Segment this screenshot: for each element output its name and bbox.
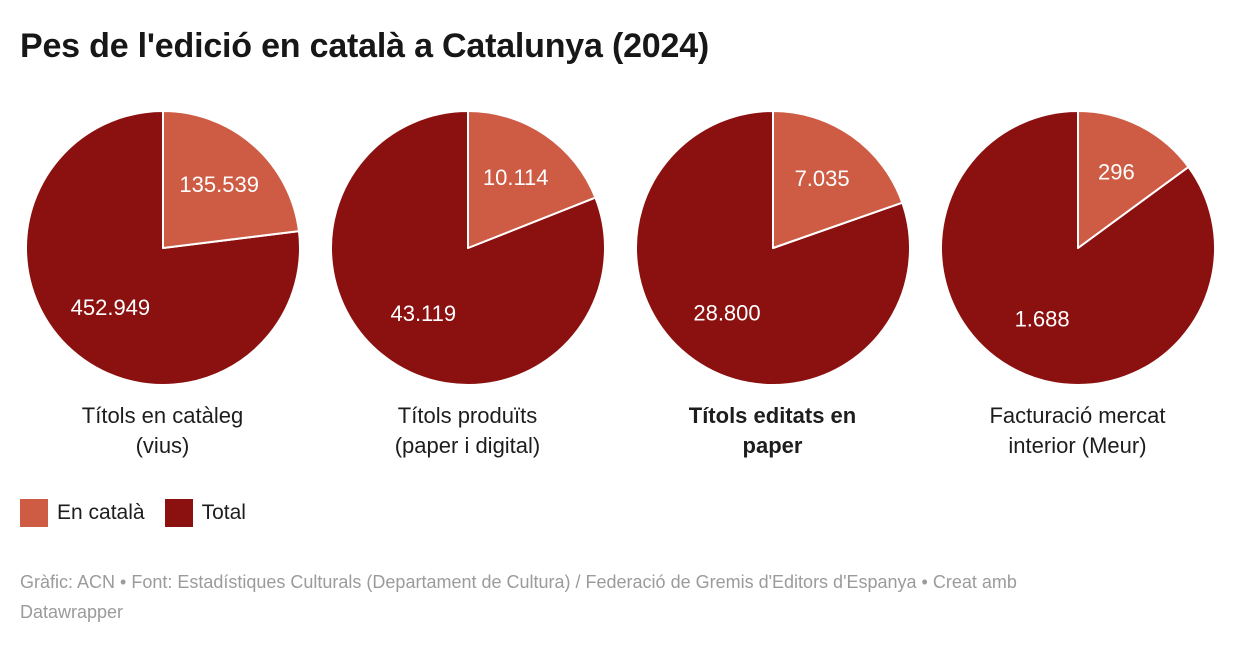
pie-svg: 7.035 28.800	[634, 110, 911, 386]
footer-line: Datawrapper	[20, 602, 124, 622]
pie-caption-line: (paper i digital)	[394, 433, 541, 458]
legend-item-en-catala: En català	[20, 499, 145, 527]
pie-value-label: 135.539	[179, 172, 259, 197]
legend-swatch-total-icon	[164, 499, 193, 527]
pie-chart-titols-produits: 10.114 43.119	[328, 108, 608, 388]
pie-caption: Títols editats en paper	[689, 401, 856, 461]
pie-figure-titols-produits: 10.114 43.119 Títols produïts (paper i di…	[315, 108, 620, 461]
pie-svg: 135.539 452.949	[24, 110, 301, 386]
pie-svg: 296 1.688	[939, 110, 1216, 386]
pie-chart-titols-editats: 7.035 28.800	[633, 108, 913, 388]
footer-line: Gràfic: ACN • Font: Estadístiques Cultur…	[20, 572, 1017, 592]
pie-chart-facturacio: 296 1.688	[938, 108, 1218, 388]
pie-caption-line: paper	[742, 433, 803, 458]
pie-slice	[939, 110, 1216, 386]
pie-value-label: 10.114	[482, 165, 548, 190]
pie-caption-line: Títols editats en	[688, 403, 857, 428]
pie-figure-titols-editats: 7.035 28.800 Títols editats en paper	[620, 108, 925, 461]
pie-slice	[771, 110, 903, 249]
pie-slice	[161, 110, 300, 249]
pie-value-label: 43.119	[390, 301, 456, 326]
pie-figure-facturacio: 296 1.688 Facturació mercat interior (Meu…	[925, 108, 1230, 461]
pie-slice	[1076, 110, 1189, 249]
pie-caption-line: (vius)	[135, 433, 190, 458]
pie-value-label: 7.035	[794, 166, 849, 191]
pie-value-label: 452.949	[70, 295, 150, 320]
pie-row: 135.539 452.949 Títols en catàleg (vius) …	[10, 108, 1230, 461]
pie-caption: Títols en catàleg (vius)	[82, 401, 243, 461]
pie-caption: Títols produïts (paper i digital)	[395, 401, 541, 461]
legend-label: Total	[201, 501, 246, 524]
pie-figure-titols-cataleg: 135.539 452.949 Títols en catàleg (vius)	[10, 108, 315, 461]
pie-caption-line: interior (Meur)	[1008, 433, 1147, 458]
chart-title: Pes de l'edició en català a Catalunya (2…	[20, 27, 710, 65]
legend-swatch-en-catala-icon	[20, 499, 48, 527]
pie-slice	[466, 110, 596, 249]
pie-chart-titols-cataleg: 135.539 452.949	[23, 108, 303, 388]
pie-caption: Facturació mercat interior (Meur)	[989, 401, 1165, 461]
pie-svg: 10.114 43.119	[329, 110, 606, 386]
pie-value-label: 296	[1098, 160, 1135, 185]
legend: En català Total	[20, 499, 1220, 527]
legend-item-total: Total	[164, 499, 246, 527]
pie-caption-line: Títols produïts	[397, 403, 538, 428]
pie-caption-line: Títols en catàleg	[81, 403, 244, 428]
pie-value-label: 28.800	[693, 300, 760, 325]
pie-value-label: 1.688	[1014, 306, 1069, 331]
pie-caption-line: Facturació mercat	[989, 403, 1166, 428]
legend-label: En català	[57, 501, 145, 524]
attribution-footer: Gràfic: ACN • Font: Estadístiques Cultur…	[20, 567, 1220, 627]
